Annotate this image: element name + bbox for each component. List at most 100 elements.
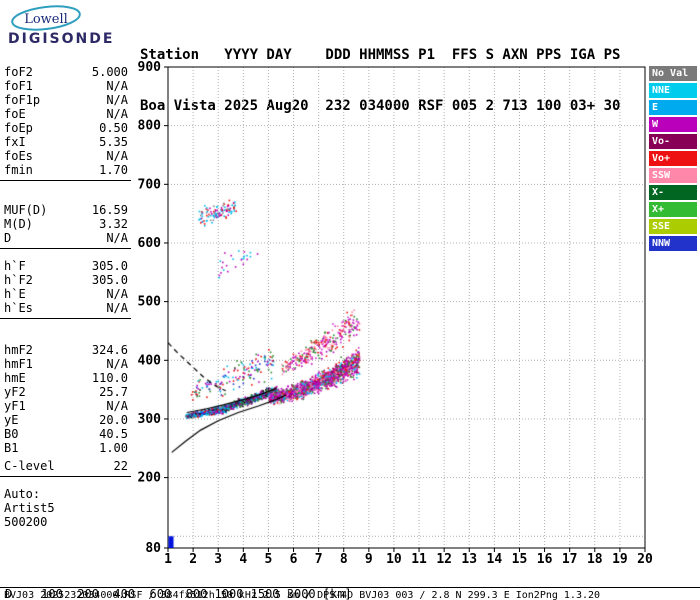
param-value: N/A [106,79,128,93]
param-row-hme: hmE 110.0 [4,371,128,385]
param-value: 20.0 [99,413,128,427]
param-label: D [4,231,12,245]
param-row-b0: B0 40.5 [4,427,128,441]
station-header-line1: Station YYYY DAY DDD HHMMSS P1 FFS S AXN… [140,47,621,63]
svg-text:14: 14 [487,552,503,567]
svg-text:6: 6 [290,552,298,567]
param-value: 0.50 [99,121,128,135]
param-value: 1.70 [99,163,128,177]
param-value: 1.00 [99,441,128,455]
lowell-digisonde-logo: Lowell DIGISONDE [6,5,128,49]
param-group-2: h`F 305.0 h`F2 305.0 h`E N/A h`Es N/A [0,258,131,319]
param-value: 25.7 [99,385,128,399]
param-label: foF1p [4,93,41,107]
param-row-fxi: fxI 5.35 [4,135,128,149]
param-label: foF1 [4,79,33,93]
param-label: yF1 [4,399,26,413]
svg-text:13: 13 [461,552,477,567]
param-row-h-f2: h`F2 305.0 [4,273,128,287]
param-row-b1: B1 1.00 [4,441,128,455]
param-value: N/A [106,231,128,245]
param-label: yE [4,413,19,427]
param-row-hmf1: hmF1 N/A [4,357,128,371]
param-row-muf-d-: MUF(D) 16.59 [4,203,128,217]
legend-item-vo-: Vo+ [649,151,697,166]
logo-lowell-text: Lowell [24,12,68,27]
svg-text:200: 200 [138,471,162,486]
param-value: 22 [113,459,128,473]
param-row-ye: yE 20.0 [4,413,128,427]
svg-text:15: 15 [512,552,528,567]
svg-text:300: 300 [138,412,162,427]
param-row-h-e: h`E N/A [4,287,128,301]
param-value: 16.59 [91,203,128,217]
y-axis-labels: 900 800 700 600 500 400 300 200 80 [138,60,162,556]
param-value: N/A [106,107,128,121]
svg-text:10: 10 [386,552,402,567]
legend-item-vo-: Vo- [649,134,697,149]
param-value: N/A [106,357,128,371]
param-value: N/A [106,149,128,163]
svg-text:12: 12 [436,552,452,567]
param-label: hmF1 [4,357,33,371]
ionogram-echo-canvas [168,67,645,548]
param-label: MUF(D) [4,203,48,217]
param-label: h`Es [4,301,33,315]
param-row-fmin: fmin 1.70 [4,163,128,177]
legend-item-e: E [649,100,697,115]
legend-item-w: W [649,117,697,132]
svg-text:700: 700 [138,177,162,192]
param-value: 110.0 [91,371,128,385]
param-label: h`F2 [4,273,33,287]
param-label: foE [4,107,26,121]
param-row-fof1: foF1 N/A [4,79,128,93]
svg-text:3: 3 [214,552,222,567]
svg-text:20: 20 [637,552,653,567]
svg-text:17: 17 [562,552,578,567]
logo-swoosh-icon [11,5,81,31]
svg-text:80: 80 [145,541,161,556]
param-label: foF2 [4,65,33,79]
param-value: 5.35 [99,135,128,149]
status-line: BVJ03_2025232034000.RSF / 384fx512h 50 k… [0,587,700,600]
param-label: fmin [4,163,33,177]
param-row-yf2: yF2 25.7 [4,385,128,399]
param-value: N/A [106,301,128,315]
param-row-artist5: Artist5 [4,501,128,515]
param-label: foEs [4,149,33,163]
param-value: 305.0 [91,259,128,273]
muf-distance-table: D 100 200 400 600 800 1000 1500 3000 [km… [5,564,359,600]
svg-text:9: 9 [365,552,373,567]
param-group-0: foF2 5.000 foF1 N/A foF1p N/A foE N/A foEp 0.50 fx… [0,64,131,181]
legend-item-ssw: SSW [649,168,697,183]
param-row-foes: foEs N/A [4,149,128,163]
param-row-auto-: Auto: [4,487,128,501]
param-label: C-level [4,459,55,473]
svg-text:2: 2 [189,552,197,567]
param-label: fxI [4,135,26,149]
logo-digisonde-text: DIGISONDE [8,31,114,47]
param-value: N/A [106,93,128,107]
param-label: M(D) [4,217,33,231]
param-group-1: MUF(D) 16.59 M(D) 3.32 D N/A [0,202,131,249]
legend-item-nnw: NNW [649,236,697,251]
param-value: 5.000 [91,65,128,79]
svg-text:16: 16 [537,552,553,567]
param-label: yF2 [4,385,26,399]
logo-graphic: Lowell DIGISONDE [8,5,114,47]
axis-ticks [164,66,646,552]
x-axis-labels: 1 2 3 4 5 6 7 8 9 10 11 12 13 14 15 16 17 18 19 20 [164,552,653,567]
param-group-3: hmF2 324.6 hmF1 N/A hmE 110.0 yF2 25.7 yF1 N/A yE 2… [0,342,131,459]
legend-item-no-val: No Val [649,66,697,81]
svg-text:400: 400 [138,353,162,368]
param-row-500200: 500200 [4,515,128,529]
param-group-5: Auto: Artist5 500200 [0,486,131,532]
param-label: h`F [4,259,26,273]
param-label: B1 [4,441,19,455]
svg-text:900: 900 [138,60,162,75]
svg-text:7: 7 [315,552,323,567]
param-label: hmF2 [4,343,33,357]
distance-row: D 100 200 400 600 800 1000 1500 3000 [km… [5,587,352,600]
param-row-foep: foEp 0.50 [4,121,128,135]
